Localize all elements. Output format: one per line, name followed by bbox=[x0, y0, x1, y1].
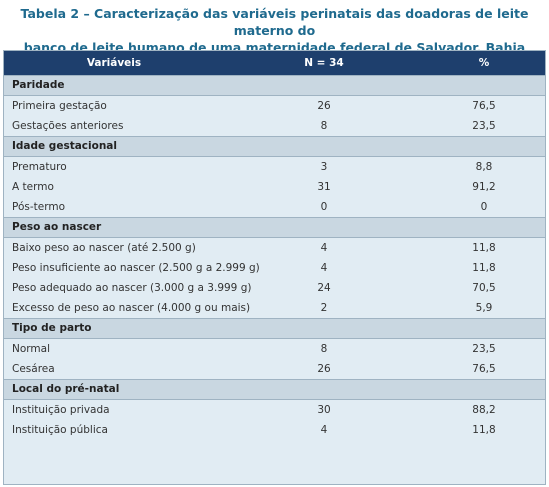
cell: 88,2 bbox=[472, 404, 496, 416]
cell: 76,5 bbox=[472, 363, 496, 375]
data-row: Instituição privada 30 88,2 bbox=[4, 400, 545, 420]
cell: 4 bbox=[320, 262, 328, 274]
cell: 8,8 bbox=[475, 161, 493, 173]
data-row: A termo 31 91,2 bbox=[4, 177, 545, 197]
cell: Primeira gestação bbox=[12, 100, 107, 112]
cell: Gestações anteriores bbox=[12, 120, 124, 132]
section-label: Tipo de parto bbox=[12, 322, 92, 334]
cell: 8 bbox=[320, 343, 328, 355]
cell: 11,8 bbox=[472, 262, 496, 274]
section-label: Idade gestacional bbox=[12, 140, 117, 152]
cell: 26 bbox=[317, 100, 331, 112]
cell: 24 bbox=[317, 282, 331, 294]
data-row: Prematuro 3 8,8 bbox=[4, 157, 545, 177]
section-label: Peso ao nascer bbox=[12, 221, 102, 233]
cell: Prematuro bbox=[12, 161, 67, 173]
column-header: % bbox=[478, 57, 490, 69]
cell: 70,5 bbox=[472, 282, 496, 294]
cell: 23,5 bbox=[472, 343, 496, 355]
section-label: Paridade bbox=[12, 79, 65, 91]
cell: 23,5 bbox=[472, 120, 496, 132]
cell: 26 bbox=[317, 363, 331, 375]
section-row: Peso ao nascer bbox=[4, 217, 545, 238]
section-label: Local do pré-natal bbox=[12, 383, 120, 395]
section-row: Idade gestacional bbox=[4, 136, 545, 157]
section-row: Tipo de parto bbox=[4, 318, 545, 339]
table: Variáveis N = 34% Paridade Primeira gestaçã… bbox=[3, 50, 546, 485]
cell: Peso adequado ao nascer (3.000 g a 3.999… bbox=[12, 282, 252, 294]
cell: 91,2 bbox=[472, 181, 496, 193]
cell: 76,5 bbox=[472, 100, 496, 112]
cell: 5,9 bbox=[475, 302, 493, 314]
title-line: Tabela 2 – Caracterização das variáveis … bbox=[20, 6, 529, 38]
data-row: Normal 8 23,5 bbox=[4, 339, 545, 359]
data-row: Peso adequado ao nascer (3.000 g a 3.999… bbox=[4, 278, 545, 298]
data-row: Cesárea 26 76,5 bbox=[4, 359, 545, 379]
cell: 0 bbox=[480, 201, 488, 213]
cell: 4 bbox=[320, 242, 328, 254]
cell: Normal bbox=[12, 343, 50, 355]
cell: 11,8 bbox=[472, 242, 496, 254]
data-row: Gestações anteriores 8 23,5 bbox=[4, 116, 545, 136]
cell: 31 bbox=[317, 181, 331, 193]
cell: Instituição pública bbox=[12, 424, 108, 436]
data-row: Peso insuficiente ao nascer (2.500 g a 2… bbox=[4, 258, 545, 278]
cell: 3 bbox=[320, 161, 328, 173]
cell: A termo bbox=[12, 181, 54, 193]
cell: Pós-termo bbox=[12, 201, 66, 213]
section-row: Paridade bbox=[4, 75, 545, 96]
cell: 0 bbox=[320, 201, 328, 213]
cell: Peso insuficiente ao nascer (2.500 g a 2… bbox=[12, 262, 260, 274]
data-row: Pós-termo 0 0 bbox=[4, 197, 545, 217]
section-row: Local do pré-natal bbox=[4, 379, 545, 400]
data-row: Instituição pública 4 11,8 bbox=[4, 420, 545, 440]
cell: 2 bbox=[320, 302, 328, 314]
data-row: Baixo peso ao nascer (até 2.500 g) 4 11,8 bbox=[4, 238, 545, 258]
cell: Cesárea bbox=[12, 363, 55, 375]
data-row: Excesso de peso ao nascer (4.000 g ou ma… bbox=[4, 298, 545, 318]
column-header: Variáveis bbox=[86, 57, 142, 69]
data-row: Primeira gestação 26 76,5 bbox=[4, 96, 545, 116]
cell: 11,8 bbox=[472, 424, 496, 436]
cell: 30 bbox=[317, 404, 331, 416]
cell: 4 bbox=[320, 424, 328, 436]
cell: Baixo peso ao nascer (até 2.500 g) bbox=[12, 242, 196, 254]
header-row: Variáveis N = 34% bbox=[4, 51, 545, 75]
cell: Excesso de peso ao nascer (4.000 g ou ma… bbox=[12, 302, 251, 314]
cell: 8 bbox=[320, 120, 328, 132]
cell: Instituição privada bbox=[12, 404, 110, 416]
column-header: N = 34 bbox=[304, 57, 344, 69]
